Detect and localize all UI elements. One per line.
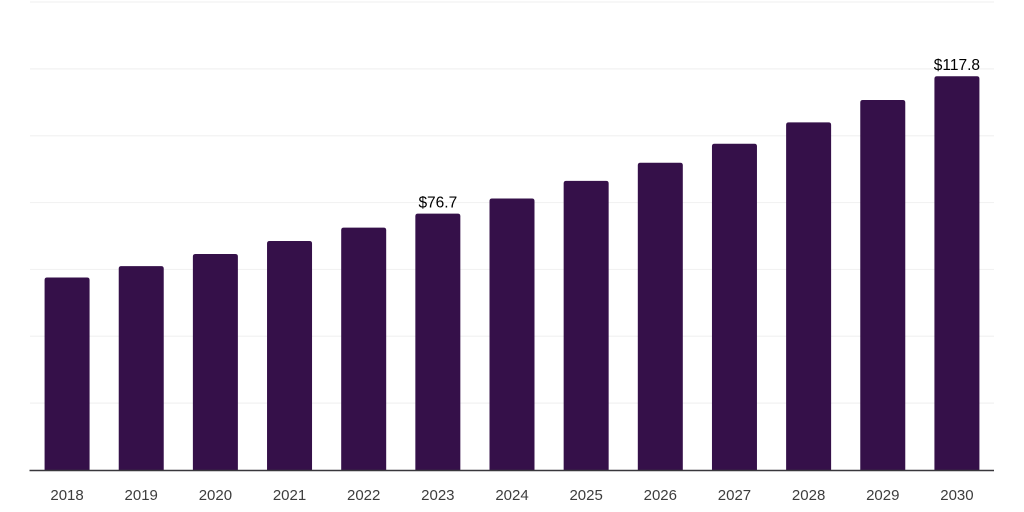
x-tick-label-2027: 2027 (718, 487, 751, 504)
bar-2026 (637, 162, 683, 470)
bar-2019 (118, 266, 164, 470)
x-tick-label-2029: 2029 (866, 487, 899, 504)
bar-2018 (44, 277, 90, 470)
x-tick-label-2023: 2023 (421, 487, 454, 504)
x-tick-label-2026: 2026 (644, 487, 677, 504)
data-label-2023: $76.7 (418, 195, 457, 212)
bar-2028 (786, 122, 832, 470)
x-tick-label-2025: 2025 (569, 487, 602, 504)
bar-2020 (192, 254, 238, 470)
x-tick-label-2022: 2022 (347, 487, 380, 504)
bar-2024 (489, 198, 535, 470)
bar-2023 (415, 213, 461, 471)
data-label-2030: $117.8 (934, 57, 980, 74)
bar-2027 (711, 143, 757, 471)
x-tick-label-2019: 2019 (125, 487, 158, 504)
x-tick-label-2028: 2028 (792, 487, 825, 504)
x-tick-label-2030: 2030 (940, 487, 973, 504)
bar-2025 (563, 180, 609, 471)
x-tick-label-2021: 2021 (273, 487, 306, 504)
bar-2029 (860, 99, 906, 471)
bar-2021 (267, 241, 313, 470)
x-tick-label-2020: 2020 (199, 487, 232, 504)
x-tick-label-2024: 2024 (495, 487, 528, 504)
bar-2022 (341, 227, 387, 470)
bar-2030 (934, 76, 980, 470)
x-tick-label-2018: 2018 (50, 487, 83, 504)
